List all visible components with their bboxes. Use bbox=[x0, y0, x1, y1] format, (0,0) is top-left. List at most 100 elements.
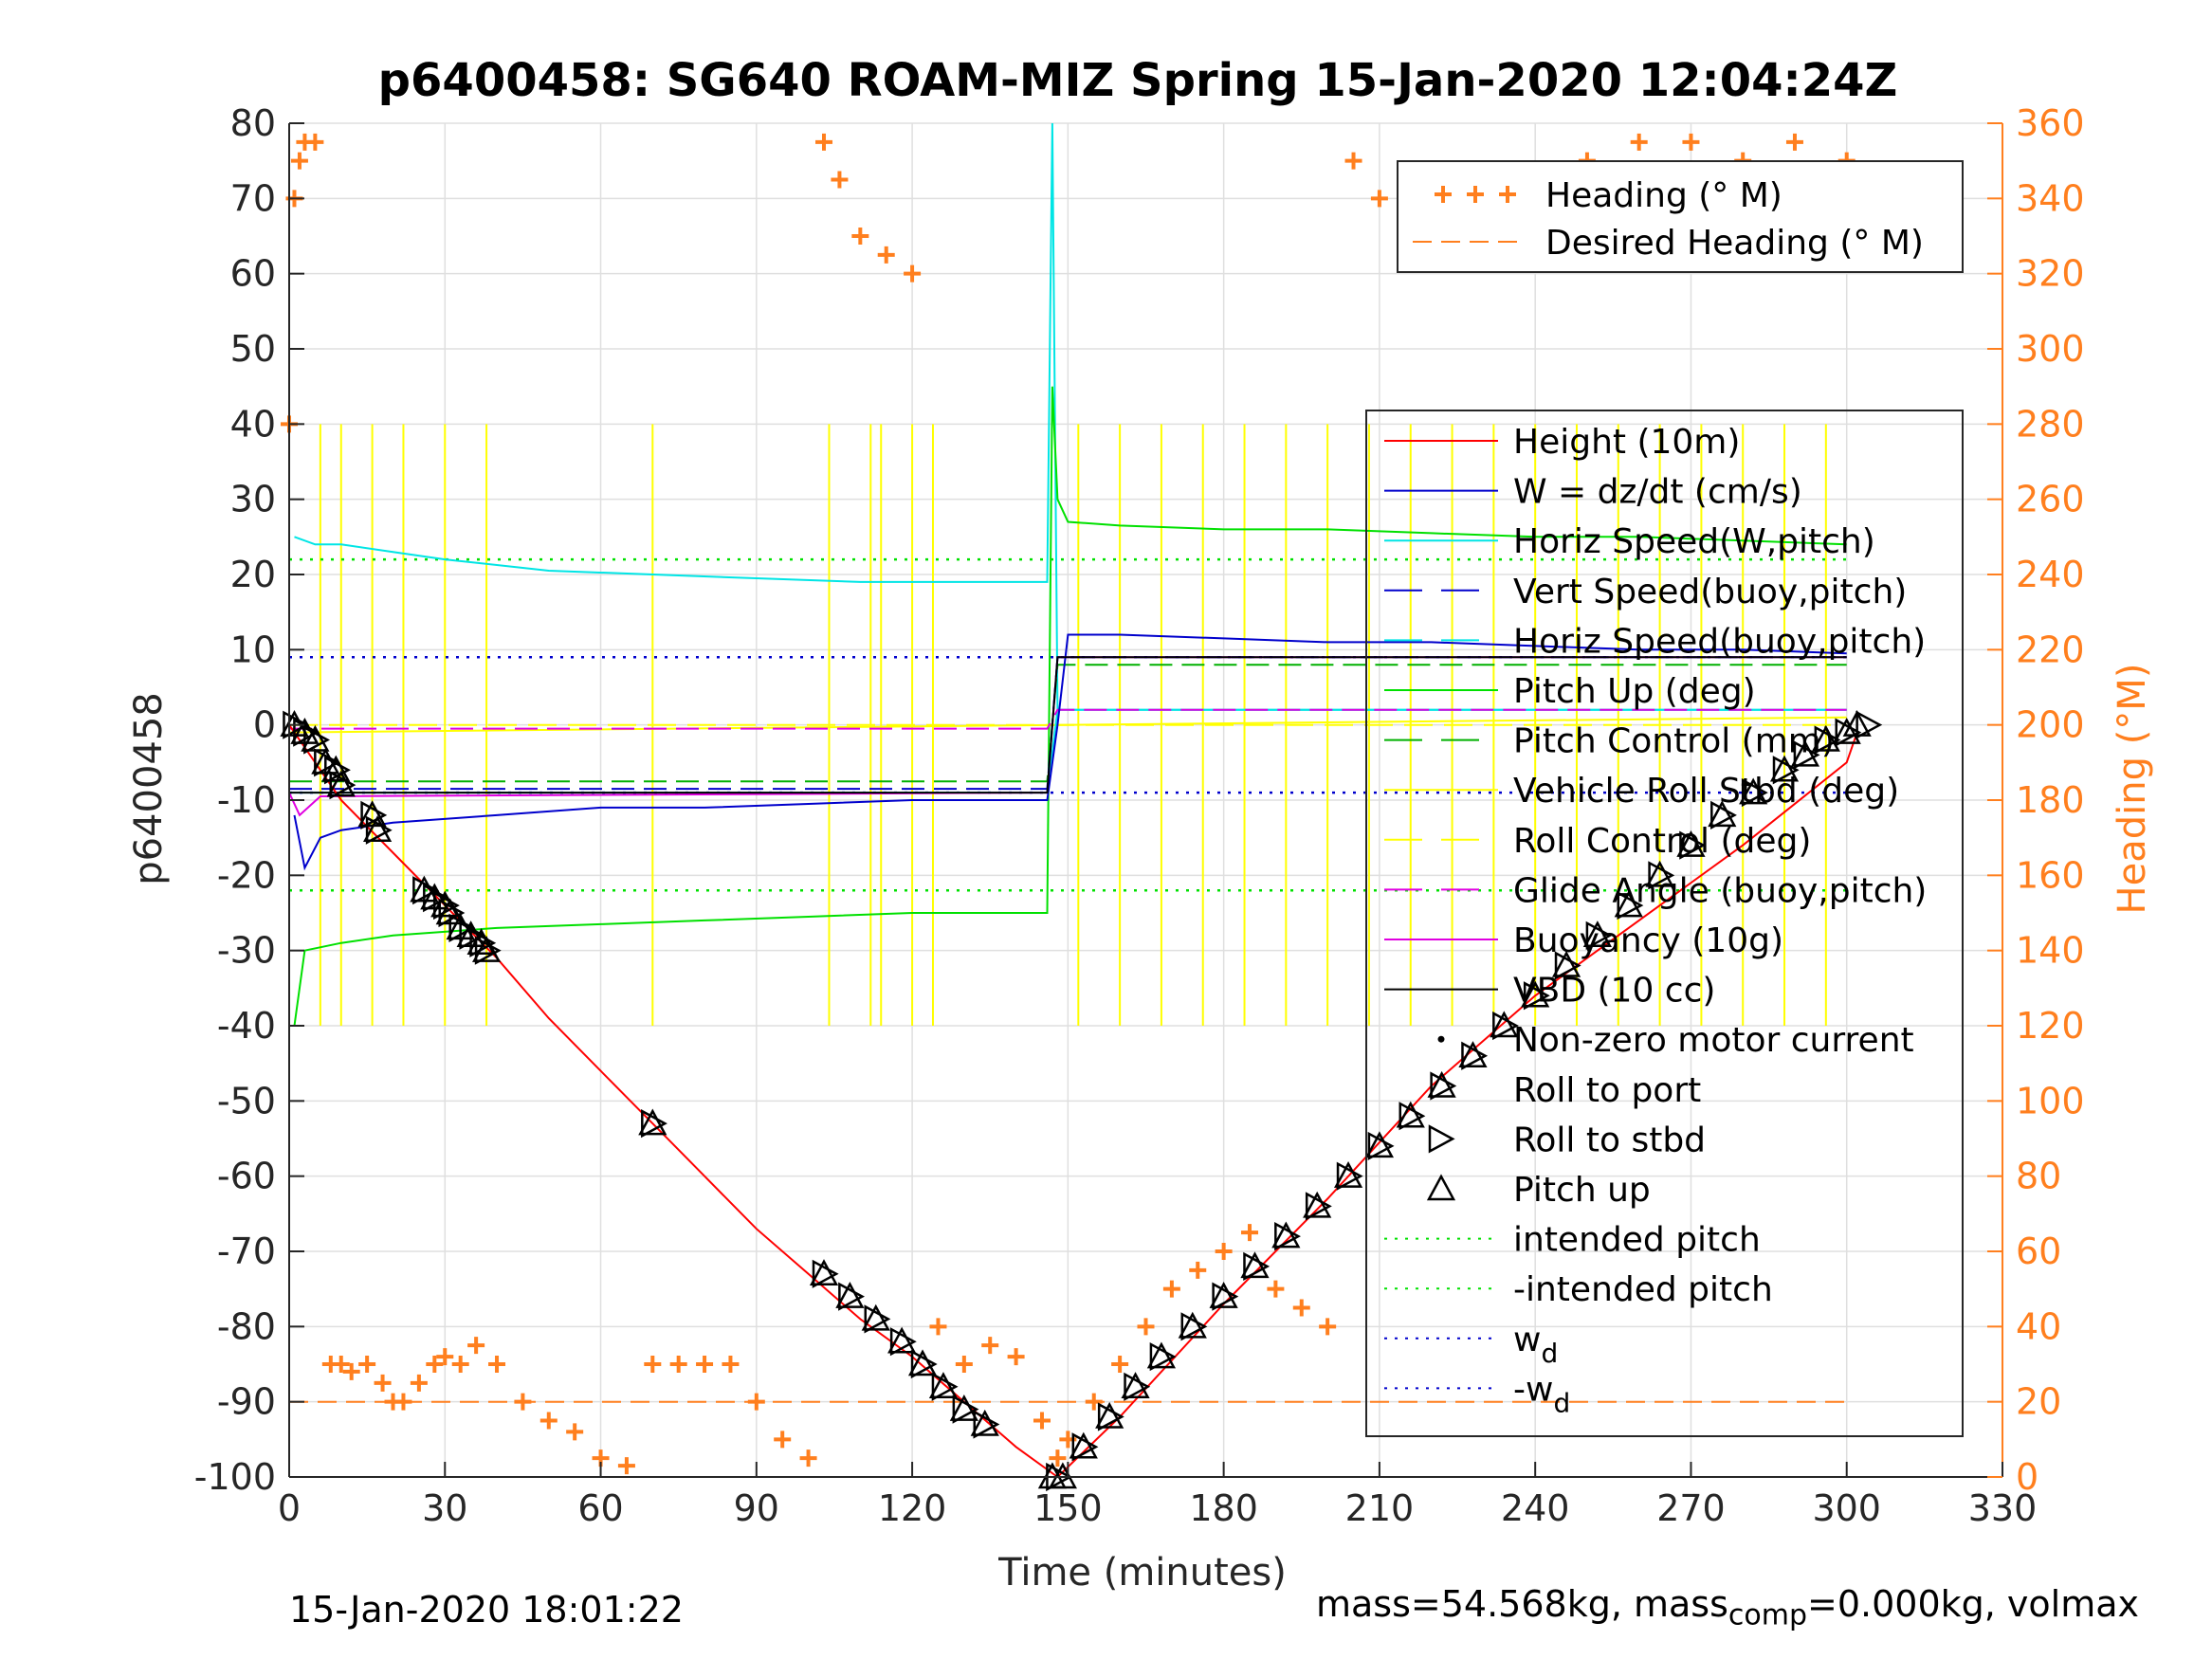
heading-marker bbox=[358, 1356, 376, 1373]
legend-label: Roll Control (deg) bbox=[1513, 822, 1811, 861]
legend-label: Pitch Control (mm) bbox=[1513, 722, 1835, 761]
y-tick-label: -30 bbox=[217, 930, 276, 972]
legend-symbol-tri-right bbox=[1428, 1124, 1455, 1154]
pitch-up-marker bbox=[1708, 800, 1737, 828]
heading-marker bbox=[904, 264, 922, 283]
chart-title: p6400458: SG640 ROAM-MIZ Spring 15-Jan-2… bbox=[378, 54, 1898, 107]
legend-label: Non-zero motor current bbox=[1513, 1021, 1914, 1060]
x-tick-label: 120 bbox=[878, 1487, 947, 1529]
heading-marker bbox=[332, 1356, 350, 1373]
roll-to-stbd-marker bbox=[1305, 1192, 1332, 1221]
roll-to-stbd-marker bbox=[1741, 777, 1768, 808]
y-tick-label: -20 bbox=[217, 854, 276, 896]
y2-tick-label: 40 bbox=[2016, 1305, 2061, 1347]
heading-marker bbox=[696, 1356, 714, 1373]
pitch-up-marker bbox=[410, 875, 439, 902]
pitch-up-marker bbox=[1146, 1341, 1177, 1369]
roll-to-stbd-marker bbox=[1617, 890, 1644, 921]
pitch-up-marker bbox=[887, 1326, 917, 1354]
pitch-up-marker bbox=[1739, 777, 1768, 805]
y-tick-label: 0 bbox=[253, 704, 276, 746]
heading-marker bbox=[539, 1412, 558, 1430]
y2-tick-label: 120 bbox=[2016, 1005, 2085, 1047]
roll-to-stbd-marker bbox=[973, 1410, 1000, 1439]
y2-tick-label: 80 bbox=[2016, 1156, 2061, 1197]
y-tick-label: -80 bbox=[217, 1305, 276, 1347]
legend-heading-box bbox=[1397, 160, 1964, 273]
roll-to-stbd-marker bbox=[1071, 1432, 1099, 1462]
pitch-up-marker bbox=[1069, 1431, 1098, 1459]
roll-to-stbd-marker bbox=[889, 1327, 917, 1357]
legend-symbol-heading bbox=[1435, 186, 1452, 203]
roll-to-stbd-marker bbox=[1585, 921, 1613, 950]
y2-tick-label: 300 bbox=[2016, 328, 2085, 370]
legend-label: Vehicle Roll Stbd (deg) bbox=[1513, 772, 1899, 811]
y-tick-label: 40 bbox=[230, 403, 276, 445]
roll-to-stbd-marker bbox=[1212, 1282, 1239, 1311]
roll-to-stbd-marker bbox=[1097, 1402, 1124, 1431]
pitch-up-marker bbox=[435, 898, 465, 925]
heading-marker bbox=[342, 1362, 360, 1380]
heading-marker bbox=[467, 1337, 485, 1355]
pitch-up-marker bbox=[1364, 1131, 1395, 1158]
x-tick-label: 30 bbox=[422, 1487, 467, 1529]
pitch-up-marker bbox=[1551, 950, 1581, 977]
pitch-up-marker bbox=[1832, 717, 1861, 744]
heading-marker bbox=[815, 133, 833, 151]
heading-marker bbox=[290, 152, 308, 170]
roll-to-stbd-marker bbox=[1793, 740, 1820, 770]
heading-marker bbox=[488, 1356, 506, 1373]
roll-to-stbd-marker bbox=[1149, 1341, 1177, 1372]
y2-tick-label: 360 bbox=[2016, 102, 2085, 144]
pitch-up-marker bbox=[446, 913, 475, 940]
x-tick-label: 210 bbox=[1345, 1487, 1415, 1529]
heading-marker bbox=[1319, 1318, 1337, 1336]
heading-marker bbox=[374, 1374, 392, 1392]
legend-label: intended pitch bbox=[1513, 1221, 1761, 1260]
legend-label: Desired Heading (° M) bbox=[1545, 224, 1924, 263]
pitch-up-marker bbox=[1645, 860, 1674, 887]
roll-to-stbd-marker bbox=[1274, 1222, 1301, 1251]
heading-marker bbox=[929, 1318, 947, 1336]
legend-label: W = dz/dt (cm/s) bbox=[1513, 473, 1802, 512]
heading-marker bbox=[617, 1457, 635, 1475]
heading-marker bbox=[955, 1356, 973, 1373]
roll-to-stbd-marker bbox=[1461, 1041, 1489, 1070]
heading-marker bbox=[1137, 1318, 1155, 1336]
y2-tick-label: 200 bbox=[2016, 704, 2085, 746]
roll-to-stbd-marker bbox=[433, 890, 460, 921]
heading-marker bbox=[877, 246, 895, 264]
roll-to-stbd-marker bbox=[1523, 981, 1550, 1011]
roll-to-stbd-marker bbox=[1492, 1011, 1519, 1041]
roll-to-stbd-marker bbox=[812, 1259, 839, 1288]
roll-to-stbd-marker bbox=[931, 1372, 959, 1401]
y-tick-label: 70 bbox=[230, 177, 276, 219]
roll-to-stbd-marker bbox=[1430, 1071, 1457, 1101]
y2-tick-label: 140 bbox=[2016, 930, 2085, 972]
y-tick-label: -100 bbox=[194, 1456, 276, 1498]
pitch-up-marker bbox=[1582, 921, 1612, 948]
roll-to-stbd-marker bbox=[1554, 951, 1581, 980]
x-tick-label: 180 bbox=[1189, 1487, 1258, 1529]
pitch-up-marker bbox=[301, 724, 330, 752]
heading-marker bbox=[1215, 1243, 1233, 1260]
heading-marker bbox=[774, 1431, 792, 1449]
y-tick-label: -60 bbox=[217, 1156, 276, 1197]
y-axis-label: p6400458 bbox=[127, 692, 171, 885]
pitch-up-marker bbox=[1790, 739, 1820, 767]
footer-mass-text-2: =0.000kg, volmax bbox=[1807, 1583, 2140, 1625]
axes: 0 30 60 90 120 150 180 210 240 270 300 330-100-90-8… bbox=[194, 102, 2085, 1529]
pitch-up-marker bbox=[1427, 1070, 1456, 1098]
roll-to-stbd-marker bbox=[303, 725, 331, 755]
pitch-up-marker bbox=[1333, 1161, 1363, 1188]
y-tick-label: 50 bbox=[230, 328, 276, 370]
heading-marker bbox=[1630, 133, 1648, 151]
x-tick-label: 300 bbox=[1812, 1487, 1881, 1529]
roll-to-stbd-marker bbox=[365, 815, 393, 845]
heading-marker bbox=[831, 171, 849, 189]
legend-label: Buoyancy (10g) bbox=[1513, 921, 1783, 960]
pitch-up-marker bbox=[809, 1259, 839, 1286]
y-tick-label: 60 bbox=[230, 253, 276, 295]
legend-symbol-dot bbox=[1437, 1035, 1445, 1043]
roll-to-stbd-marker bbox=[1367, 1131, 1395, 1161]
